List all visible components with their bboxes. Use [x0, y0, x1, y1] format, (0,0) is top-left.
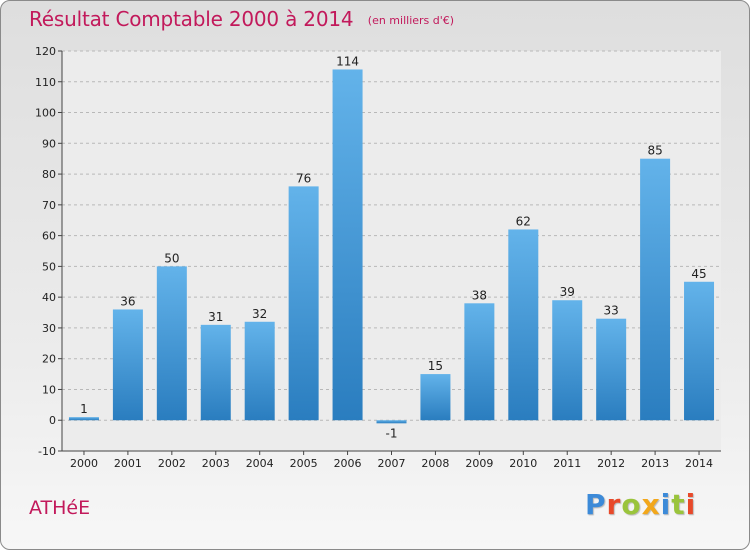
bar: [552, 300, 583, 421]
chart-title: Résultat Comptable 2000 à 2014: [29, 7, 354, 31]
data-label: 45: [691, 267, 706, 281]
y-tick-label: 50: [42, 260, 56, 273]
y-tick-label: 30: [42, 322, 56, 335]
logo-letter: x: [641, 488, 661, 521]
data-label: 85: [647, 144, 662, 158]
chart-title-block: Résultat Comptable 2000 à 2014 (en milli…: [29, 7, 454, 31]
logo-letter: P: [585, 488, 607, 521]
x-tick-label: 2012: [597, 457, 625, 470]
data-label: 62: [516, 214, 531, 228]
y-tick-label: 60: [42, 230, 56, 243]
x-tick-label: 2001: [114, 457, 142, 470]
bar: [376, 420, 407, 424]
data-label: 50: [164, 251, 179, 265]
bar: [464, 303, 495, 421]
y-tick-label: 20: [42, 353, 56, 366]
data-label: 36: [120, 294, 135, 308]
bar: [244, 321, 275, 421]
data-label: 76: [296, 171, 311, 185]
bar: [156, 266, 187, 421]
data-label: -1: [386, 426, 398, 440]
data-label: 32: [252, 307, 267, 321]
data-label: 15: [428, 359, 443, 373]
x-tick-label: 2008: [421, 457, 449, 470]
x-tick-label: 2002: [158, 457, 186, 470]
y-tick-label: 90: [42, 137, 56, 150]
bar: [200, 324, 231, 421]
y-tick-label: 110: [35, 76, 56, 89]
x-tick-label: 2004: [246, 457, 274, 470]
bar: [332, 69, 363, 421]
y-tick-label: 40: [42, 291, 56, 304]
commune-name: ATHéE: [29, 497, 91, 519]
data-label: 39: [560, 285, 575, 299]
bar: [112, 309, 143, 421]
bar: [420, 374, 451, 421]
logo-letter: i: [660, 488, 672, 521]
x-tick-label: 2013: [641, 457, 669, 470]
bar: [508, 229, 539, 421]
x-tick-label: 2005: [290, 457, 318, 470]
data-label: 33: [604, 304, 619, 318]
x-tick-label: 2000: [70, 457, 98, 470]
x-tick-label: 2011: [553, 457, 581, 470]
x-tick-label: 2006: [334, 457, 362, 470]
x-tick-label: 2014: [685, 457, 713, 470]
y-tick-label: 100: [35, 107, 56, 120]
x-tick-label: 2007: [378, 457, 406, 470]
y-tick-label: 10: [42, 383, 56, 396]
data-label: 114: [336, 54, 359, 68]
bar: [288, 186, 319, 421]
bar: [684, 281, 715, 421]
proxiti-logo[interactable]: Proxiti: [585, 488, 696, 521]
y-tick-label: 0: [49, 414, 56, 427]
logo-letter: t: [671, 488, 686, 521]
x-tick-label: 2009: [465, 457, 493, 470]
y-tick-label: -10: [38, 445, 56, 458]
x-tick-label: 2003: [202, 457, 230, 470]
bar: [640, 158, 671, 421]
y-tick-label: 80: [42, 168, 56, 181]
data-label: 38: [472, 288, 487, 302]
x-tick-label: 2010: [509, 457, 537, 470]
logo-letter: o: [621, 488, 642, 521]
bar: [68, 417, 99, 421]
logo-letter: i: [685, 488, 697, 521]
y-tick-label: 70: [42, 199, 56, 212]
bar: [596, 318, 627, 421]
data-label: 1: [80, 402, 88, 416]
y-tick-label: 120: [35, 45, 56, 58]
data-label: 31: [208, 310, 223, 324]
chart-unit: (en milliers d'€): [367, 14, 455, 27]
logo-letter: r: [606, 488, 622, 521]
